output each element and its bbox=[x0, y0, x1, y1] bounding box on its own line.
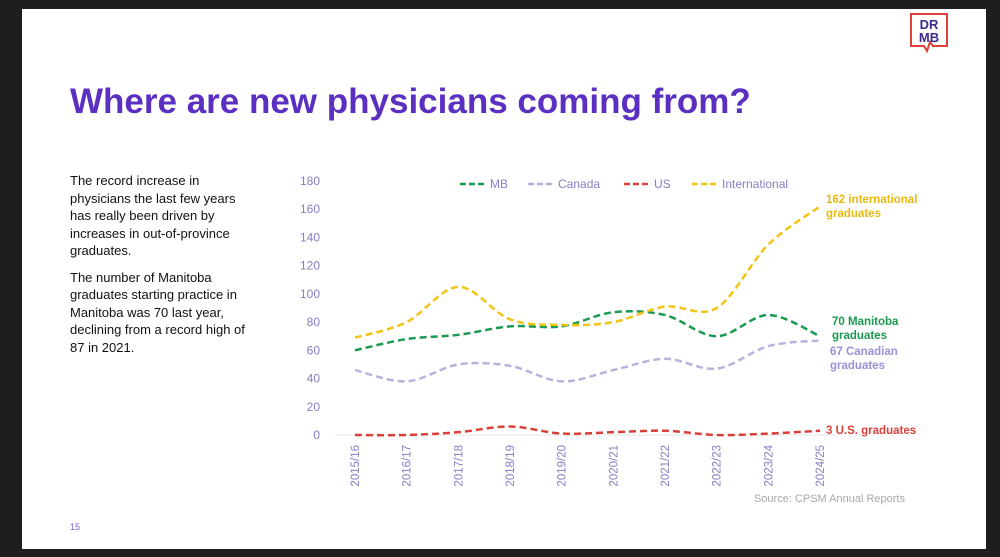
y-tick-label: 60 bbox=[307, 343, 321, 357]
series-line-us bbox=[354, 425, 821, 437]
y-tick-label: 140 bbox=[300, 230, 320, 244]
x-tick-label: 2022/23 bbox=[712, 445, 724, 487]
y-tick-label: 120 bbox=[300, 259, 320, 273]
x-tick-label: 2017/18 bbox=[453, 445, 465, 487]
legend-label: International bbox=[722, 177, 788, 191]
y-tick-label: 0 bbox=[313, 428, 320, 442]
annotation-mb: 70 Manitoba graduates bbox=[832, 316, 899, 342]
x-tick-label: 2020/21 bbox=[608, 445, 620, 487]
y-tick-label: 160 bbox=[300, 202, 320, 216]
body-text: The record increase in physicians the la… bbox=[70, 172, 260, 365]
y-tick-label: 80 bbox=[307, 315, 321, 329]
series-line-canada bbox=[354, 339, 821, 383]
legend-label: MB bbox=[490, 177, 508, 191]
series-line-mb bbox=[354, 309, 821, 352]
annotation-international: 162 international graduates bbox=[826, 194, 917, 220]
source-note: Source: CPSM Annual Reports bbox=[754, 493, 906, 505]
annotation-canada: 67 Canadian graduates bbox=[830, 346, 898, 372]
svg-text:MB: MB bbox=[919, 30, 939, 45]
y-tick-label: 180 bbox=[300, 174, 320, 188]
x-tick-label: 2015/16 bbox=[350, 445, 362, 487]
y-tick-label: 40 bbox=[307, 372, 321, 386]
legend-label: Canada bbox=[558, 177, 600, 191]
page-title: Where are new physicians coming from? bbox=[70, 82, 751, 121]
x-tick-label: 2023/24 bbox=[763, 444, 775, 486]
series-line-international bbox=[354, 205, 821, 339]
svg-text:DR: DR bbox=[920, 17, 939, 32]
y-tick-label: 20 bbox=[307, 400, 321, 414]
slide bbox=[22, 9, 986, 549]
x-tick-label: 2024/25 bbox=[815, 445, 827, 487]
page-number: 15 bbox=[70, 522, 81, 532]
y-tick-label: 100 bbox=[300, 287, 320, 301]
paragraph: The record increase in physicians the la… bbox=[70, 173, 236, 258]
x-tick-label: 2019/20 bbox=[557, 445, 569, 487]
x-tick-label: 2021/22 bbox=[660, 445, 672, 487]
annotation-us: 3 U.S. graduates bbox=[826, 425, 916, 437]
x-tick-label: 2018/19 bbox=[505, 445, 517, 487]
legend-label: US bbox=[654, 177, 671, 191]
paragraph: The number of Manitoba graduates startin… bbox=[70, 269, 245, 355]
drmb-logo: DR MB bbox=[910, 13, 948, 54]
x-tick-label: 2016/17 bbox=[402, 445, 414, 487]
